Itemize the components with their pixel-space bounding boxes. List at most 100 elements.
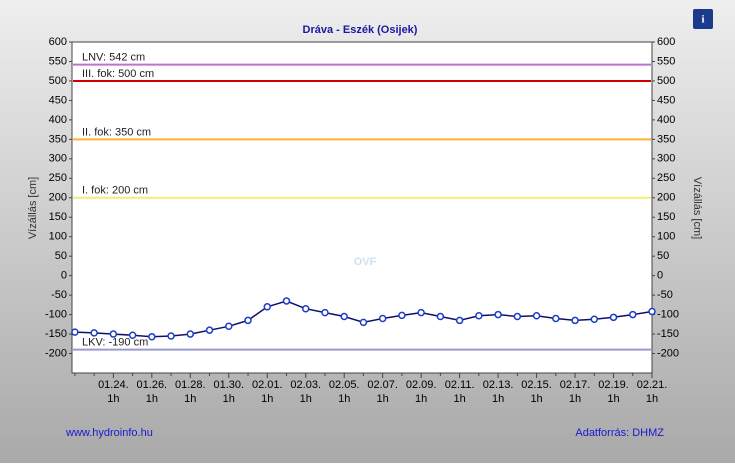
y2-tick-label: -150 — [657, 328, 679, 340]
x-tick-label: 02.05. — [329, 379, 360, 391]
y-tick-label: 400 — [49, 114, 67, 126]
y2-tick-label: 250 — [657, 172, 675, 184]
x-tick-sublabel: 1h — [223, 393, 235, 405]
y-axis-label: Vízállás [cm] — [27, 177, 39, 239]
x-tick-sublabel: 1h — [261, 393, 273, 405]
x-tick-label: 01.30. — [213, 379, 244, 391]
x-tick-label: 02.21. — [637, 379, 668, 391]
data-point — [167, 332, 175, 340]
footer-source: Adatforrás: DHMZ — [575, 427, 664, 439]
footer-link[interactable]: www.hydroinfo.hu — [65, 427, 153, 439]
x-tick-sublabel: 1h — [184, 393, 196, 405]
y2-tick-label: 50 — [657, 250, 669, 262]
y2-tick-label: 100 — [657, 231, 675, 243]
y-tick-label: 250 — [49, 172, 67, 184]
x-tick-label: 02.11. — [445, 379, 475, 391]
x-tick-sublabel: 1h — [530, 393, 542, 405]
y-tick-label: 550 — [49, 55, 67, 67]
x-tick-sublabel: 1h — [607, 393, 619, 405]
data-point — [301, 304, 310, 313]
y2-tick-label: 600 — [657, 36, 675, 48]
x-tick-sublabel: 1h — [646, 393, 658, 405]
y2-tick-label: -200 — [657, 347, 679, 359]
y-tick-label: -100 — [45, 308, 67, 320]
y2-tick-label: 450 — [657, 94, 675, 106]
data-point — [321, 308, 329, 317]
y2-tick-label: 550 — [657, 55, 675, 67]
y2-tick-label: -50 — [657, 289, 673, 301]
x-tick-sublabel: 1h — [107, 393, 119, 405]
y-tick-label: 300 — [49, 153, 67, 165]
data-point — [455, 316, 464, 325]
data-point — [648, 307, 656, 316]
x-tick-sublabel: 1h — [454, 393, 466, 405]
y-tick-label: 100 — [49, 231, 67, 243]
y2-tick-label: 400 — [657, 114, 675, 126]
data-point — [90, 329, 98, 337]
data-point — [590, 315, 599, 324]
y-tick-label: -200 — [45, 347, 67, 359]
data-point — [378, 314, 387, 323]
threshold-label: LNV: 542 cm — [82, 51, 145, 63]
y-tick-label: 50 — [55, 250, 67, 262]
data-point — [71, 328, 79, 336]
data-point — [186, 330, 195, 338]
x-tick-sublabel: 1h — [415, 393, 427, 405]
x-tick-label: 02.17. — [560, 379, 591, 391]
x-tick-sublabel: 1h — [569, 393, 581, 405]
y2-tick-label: -100 — [657, 308, 679, 320]
x-tick-sublabel: 1h — [146, 393, 158, 405]
y2-tick-label: 200 — [657, 192, 675, 204]
watermark: OVF — [354, 256, 377, 268]
y-tick-label: 350 — [49, 133, 67, 145]
data-point — [359, 318, 368, 327]
x-tick-label: 02.13. — [483, 379, 514, 391]
info-icon[interactable]: i — [701, 14, 704, 26]
y2-tick-label: 350 — [657, 133, 675, 145]
x-tick-label: 02.07. — [367, 379, 398, 391]
threshold-label: I. fok: 200 cm — [82, 185, 148, 197]
chart-title: Dráva - Eszék (Osijek) — [303, 24, 418, 36]
y2-axis-label: Vízállás [cm] — [691, 177, 703, 239]
data-point — [109, 330, 118, 338]
y2-tick-label: 300 — [657, 153, 675, 165]
y2-tick-label: 500 — [657, 75, 675, 87]
y2-tick-label: 0 — [657, 270, 663, 282]
x-tick-sublabel: 1h — [492, 393, 504, 405]
y-tick-label: -50 — [51, 289, 67, 301]
data-point — [148, 333, 156, 341]
x-tick-label: 02.09. — [406, 379, 437, 391]
threshold-label: III. fok: 500 cm — [82, 68, 154, 80]
data-point — [532, 312, 541, 320]
x-tick-label: 02.19. — [598, 379, 629, 391]
data-point — [629, 310, 637, 319]
data-point — [513, 312, 522, 321]
threshold-label: LKV: -190 cm — [82, 337, 148, 349]
x-tick-sublabel: 1h — [338, 393, 350, 405]
data-point — [571, 316, 579, 325]
y-tick-label: 600 — [49, 36, 67, 48]
data-point — [552, 314, 560, 323]
x-tick-sublabel: 1h — [377, 393, 389, 405]
data-point — [436, 312, 445, 321]
data-point — [205, 326, 214, 334]
y2-tick-label: 150 — [657, 211, 675, 223]
x-tick-label: 02.15. — [521, 379, 552, 391]
x-tick-label: 01.28. — [175, 379, 206, 391]
x-tick-sublabel: 1h — [300, 393, 312, 405]
data-point — [225, 322, 233, 331]
x-tick-label: 02.01. — [252, 379, 283, 391]
data-point — [263, 303, 272, 311]
x-tick-label: 02.03. — [290, 379, 321, 391]
data-point — [609, 313, 618, 322]
data-point — [398, 311, 406, 320]
data-point — [282, 297, 291, 305]
y-tick-label: 450 — [49, 94, 67, 106]
info-button[interactable] — [693, 9, 713, 29]
x-tick-label: 01.24. — [98, 379, 129, 391]
y-tick-label: -150 — [45, 328, 67, 340]
data-point — [475, 312, 483, 320]
data-point — [340, 312, 348, 321]
data-point — [128, 331, 137, 339]
data-point — [417, 308, 425, 317]
